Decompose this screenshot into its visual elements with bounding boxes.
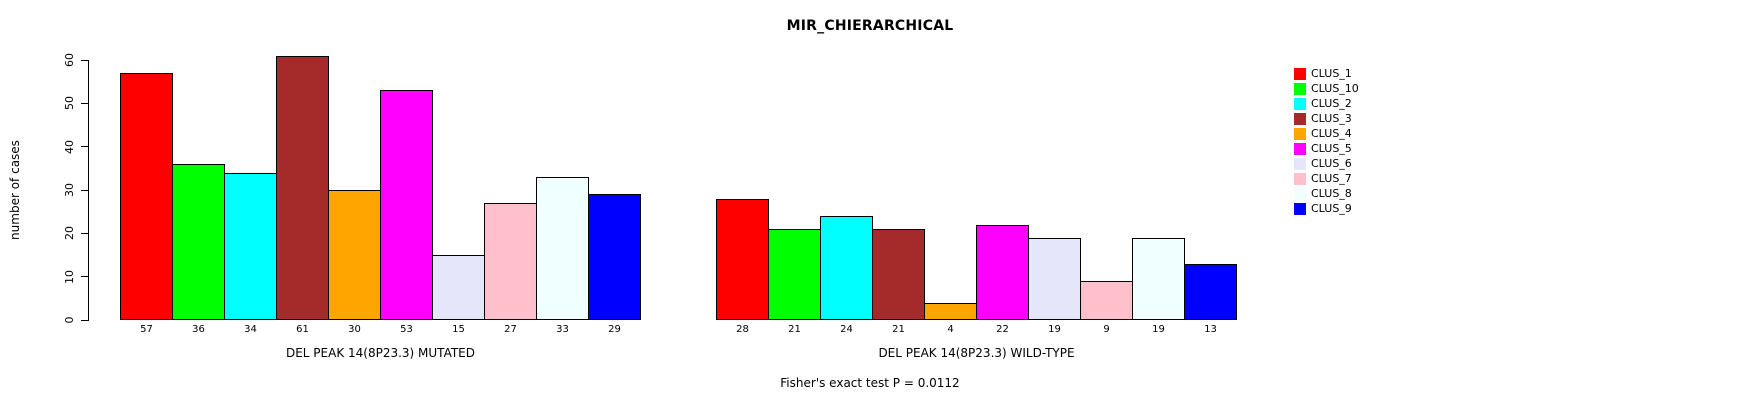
bar-clus_3-group2 <box>872 229 925 320</box>
chart-title: MIR_CHIERARCHICAL <box>786 18 954 34</box>
legend-item-clus_8: CLUS_8 <box>1294 186 1359 201</box>
bar-clus_5-group2 <box>976 225 1029 320</box>
y-tick-label: 10 <box>63 269 76 284</box>
y-tick-mark <box>81 102 88 104</box>
legend-label: CLUS_8 <box>1311 187 1352 200</box>
legend-swatch <box>1294 97 1306 110</box>
bar-value-label: 19 <box>1048 324 1061 335</box>
legend-swatch <box>1294 112 1306 125</box>
y-tick-mark <box>81 59 88 61</box>
legend-label: CLUS_9 <box>1311 202 1352 215</box>
legend-item-clus_4: CLUS_4 <box>1294 126 1359 141</box>
bar-clus_4-group2 <box>924 303 977 320</box>
bar-clus_5-group1 <box>380 90 433 320</box>
bar-value-label: 15 <box>452 324 465 335</box>
bar-value-label: 29 <box>608 324 621 335</box>
legend-label: CLUS_3 <box>1311 112 1352 125</box>
legend-item-clus_6: CLUS_6 <box>1294 156 1359 171</box>
legend-item-clus_2: CLUS_2 <box>1294 96 1359 111</box>
bar-clus_9-group1 <box>588 194 641 320</box>
bar-clus_1-group2 <box>716 199 769 320</box>
legend-item-clus_5: CLUS_5 <box>1294 141 1359 156</box>
bar-value-label: 28 <box>736 324 749 335</box>
bar-clus_6-group2 <box>1028 238 1081 320</box>
group-label-wildtype: DEL PEAK 14(8P23.3) WILD-TYPE <box>878 346 1075 360</box>
bar-value-label: 34 <box>244 324 257 335</box>
bar-clus_4-group1 <box>328 190 381 320</box>
y-tick-label: 30 <box>63 183 76 197</box>
y-tick-mark <box>81 319 88 321</box>
bar-value-label: 27 <box>504 324 517 335</box>
bar-clus_1-group1 <box>120 73 173 320</box>
legend-label: CLUS_4 <box>1311 127 1352 140</box>
group-label-mutated: DEL PEAK 14(8P23.3) MUTATED <box>285 346 476 360</box>
legend-item-clus_9: CLUS_9 <box>1294 201 1359 216</box>
y-tick-mark <box>81 276 88 278</box>
bar-value-label: 61 <box>296 324 309 335</box>
bar-value-label: 21 <box>892 324 905 335</box>
legend-label: CLUS_1 <box>1311 67 1352 80</box>
bar-clus_6-group1 <box>432 255 485 320</box>
bar-value-label: 30 <box>348 324 361 335</box>
y-tick-mark <box>81 232 88 234</box>
footnote: Fisher's exact test P = 0.0112 <box>780 376 960 390</box>
bar-clus_10-group2 <box>768 229 821 320</box>
bar-clus_10-group1 <box>172 164 225 320</box>
y-axis-label: number of cases <box>8 140 22 240</box>
bar-clus_2-group1 <box>224 173 277 320</box>
legend-label: CLUS_5 <box>1311 142 1352 155</box>
legend-label: CLUS_2 <box>1311 97 1352 110</box>
legend-swatch <box>1294 172 1306 185</box>
legend-label: CLUS_7 <box>1311 172 1352 185</box>
legend-item-clus_10: CLUS_10 <box>1294 81 1359 96</box>
legend-swatch <box>1294 82 1306 95</box>
legend-item-clus_1: CLUS_1 <box>1294 66 1359 81</box>
legend: CLUS_1 CLUS_10 CLUS_2 CLUS_3 CLUS_4 CLUS_5 CLU… <box>1294 66 1359 216</box>
bar-value-label: 36 <box>192 324 205 335</box>
legend-swatch <box>1294 187 1306 200</box>
bar-value-label: 9 <box>1103 324 1110 335</box>
bar-clus_9-group2 <box>1184 264 1237 320</box>
y-tick-mark <box>81 189 88 191</box>
bar-clus_7-group2 <box>1080 281 1133 320</box>
bar-value-label: 24 <box>840 324 853 335</box>
bar-clus_3-group1 <box>276 56 329 320</box>
y-tick-mark <box>81 146 88 148</box>
bar-value-label: 33 <box>556 324 569 335</box>
y-tick-label: 60 <box>63 53 76 67</box>
bar-clus_8-group2 <box>1132 238 1185 320</box>
y-axis <box>88 60 89 321</box>
legend-label: CLUS_10 <box>1311 82 1359 95</box>
bar-value-label: 19 <box>1152 324 1165 335</box>
legend-label: CLUS_6 <box>1311 157 1352 170</box>
legend-swatch <box>1294 142 1306 155</box>
bar-value-label: 4 <box>947 324 954 335</box>
bar-value-label: 53 <box>400 324 413 335</box>
bar-clus_2-group2 <box>820 216 873 320</box>
legend-item-clus_3: CLUS_3 <box>1294 111 1359 126</box>
y-tick-label: 40 <box>63 139 76 154</box>
bar-clus_7-group1 <box>484 203 537 320</box>
y-tick-label: 50 <box>63 96 76 111</box>
legend-swatch <box>1294 67 1306 80</box>
bar-clus_8-group1 <box>536 177 589 320</box>
bar-value-label: 22 <box>996 324 1009 335</box>
bar-value-label: 57 <box>140 324 153 335</box>
bar-value-label: 21 <box>788 324 801 335</box>
legend-swatch <box>1294 157 1306 170</box>
y-tick-label: 20 <box>63 226 76 241</box>
y-tick-label: 0 <box>63 316 76 324</box>
legend-item-clus_7: CLUS_7 <box>1294 171 1359 186</box>
bar-value-label: 13 <box>1204 324 1217 335</box>
legend-swatch <box>1294 202 1306 215</box>
legend-swatch <box>1294 127 1306 140</box>
